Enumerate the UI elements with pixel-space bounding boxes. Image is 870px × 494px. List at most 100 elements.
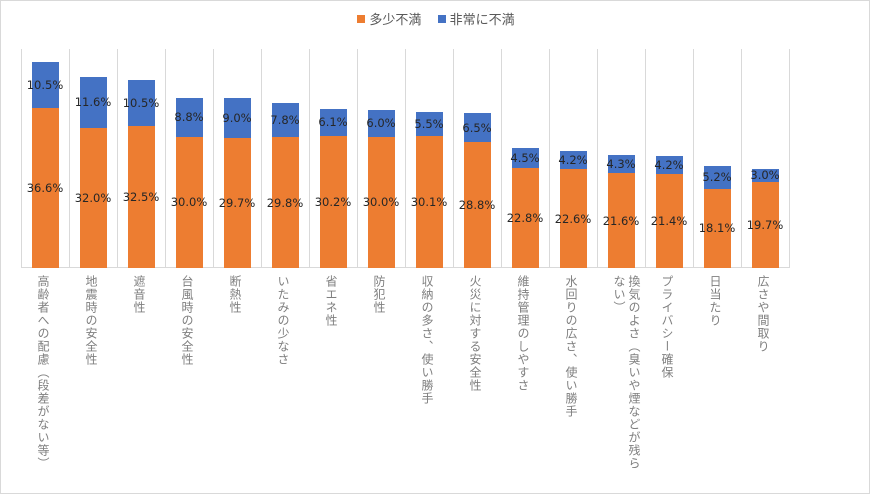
bar-segment-very-dissatisfied bbox=[272, 103, 299, 138]
stacked-bar bbox=[416, 112, 443, 268]
data-label: 21.6% bbox=[602, 213, 640, 228]
gridline bbox=[501, 49, 502, 268]
data-label: 18.1% bbox=[698, 221, 736, 236]
bar-segment-very-dissatisfied bbox=[128, 79, 155, 126]
category-label: 地震時の安全性 bbox=[84, 275, 98, 366]
data-label: 10.5% bbox=[122, 95, 160, 110]
bar-segment-very-dissatisfied bbox=[752, 168, 779, 182]
stacked-bar bbox=[512, 148, 539, 268]
data-label: 19.7% bbox=[746, 217, 784, 232]
stacked-bar bbox=[80, 77, 107, 268]
category-label: 断熱性 bbox=[228, 275, 242, 314]
gridline bbox=[405, 49, 406, 268]
data-label: 4.2% bbox=[654, 158, 684, 173]
stacked-bar bbox=[272, 103, 299, 268]
data-label: 6.1% bbox=[318, 115, 348, 130]
bar-segment-slightly-dissatisfied bbox=[128, 125, 155, 268]
stacked-bar bbox=[704, 165, 731, 268]
legend-swatch-blue-icon bbox=[437, 14, 446, 23]
legend-label: 多少不満 bbox=[369, 13, 422, 28]
data-label: 4.3% bbox=[606, 156, 636, 171]
gridline bbox=[165, 49, 166, 268]
gridline bbox=[453, 49, 454, 268]
bar-segment-slightly-dissatisfied bbox=[176, 136, 203, 268]
legend-swatch-orange-icon bbox=[357, 14, 366, 23]
category-label: 広さや間取り bbox=[756, 275, 770, 353]
gridline bbox=[597, 49, 598, 268]
data-label: 11.6% bbox=[74, 95, 112, 110]
bar-segment-slightly-dissatisfied bbox=[80, 127, 107, 268]
data-label: 28.8% bbox=[458, 197, 496, 212]
stacked-bar bbox=[32, 61, 59, 268]
gridline bbox=[549, 49, 550, 268]
stacked-bar bbox=[656, 155, 683, 268]
bar-segment-very-dissatisfied bbox=[176, 98, 203, 137]
bar-segment-very-dissatisfied bbox=[464, 113, 491, 142]
data-label: 6.5% bbox=[462, 120, 492, 135]
bar-segment-slightly-dissatisfied bbox=[512, 168, 539, 268]
x-axis-line bbox=[21, 267, 789, 268]
gridline bbox=[789, 49, 790, 268]
plot-area: 10.5% 36.6% 11.6% 32.0% 10.5% 32.5% 8.8% 30.0% 9… bbox=[21, 49, 790, 268]
data-label: 21.4% bbox=[650, 214, 688, 229]
data-label: 9.0% bbox=[222, 111, 252, 126]
category-label: 水回りの広さ、使い勝手 bbox=[564, 275, 578, 418]
stacked-bar bbox=[128, 79, 155, 268]
bar-segment-slightly-dissatisfied bbox=[656, 174, 683, 268]
gridline bbox=[69, 49, 70, 268]
gridline bbox=[693, 49, 694, 268]
gridline bbox=[261, 49, 262, 268]
data-label: 30.0% bbox=[170, 195, 208, 210]
gridline bbox=[357, 49, 358, 268]
category-label: プライバシー確保 bbox=[660, 275, 674, 379]
stacked-bar bbox=[320, 109, 347, 268]
stacked-bar bbox=[560, 150, 587, 268]
category-label: 防犯性 bbox=[372, 275, 386, 314]
category-label: 換気のよさ（臭いや煙などが残らない） bbox=[612, 275, 641, 470]
category-label: 収納の多さ、使い勝手 bbox=[420, 275, 434, 405]
legend-item-very-dissatisfied: 非常に不満 bbox=[437, 9, 515, 28]
data-label: 22.6% bbox=[554, 211, 592, 226]
bar-segment-very-dissatisfied bbox=[608, 154, 635, 174]
bar-segment-very-dissatisfied bbox=[320, 109, 347, 136]
bar-segment-very-dissatisfied bbox=[416, 112, 443, 137]
stacked-bar bbox=[752, 168, 779, 268]
stacked-bar bbox=[608, 154, 635, 268]
category-label: 高齢者への配慮（段差がない等） bbox=[36, 275, 50, 470]
stacked-bar bbox=[464, 113, 491, 268]
stacked-bar bbox=[368, 110, 395, 268]
data-label: 29.7% bbox=[218, 195, 256, 210]
data-label: 3.0% bbox=[750, 168, 780, 183]
bar-segment-slightly-dissatisfied bbox=[32, 107, 59, 268]
data-label: 30.0% bbox=[362, 195, 400, 210]
bar-segment-very-dissatisfied bbox=[368, 110, 395, 137]
legend-item-slightly-dissatisfied: 多少不満 bbox=[357, 9, 421, 28]
data-label: 30.2% bbox=[314, 194, 352, 209]
gridline bbox=[741, 49, 742, 268]
data-label: 29.8% bbox=[266, 195, 304, 210]
data-label: 4.5% bbox=[510, 151, 540, 166]
gridline bbox=[213, 49, 214, 268]
data-label: 30.1% bbox=[410, 195, 448, 210]
category-label: 台風時の安全性 bbox=[180, 275, 194, 366]
bar-segment-slightly-dissatisfied bbox=[224, 137, 251, 268]
bar-segment-slightly-dissatisfied bbox=[272, 137, 299, 268]
data-label: 5.2% bbox=[702, 170, 732, 185]
category-label: 日当たり bbox=[708, 275, 722, 327]
data-label: 32.5% bbox=[122, 189, 160, 204]
data-label: 4.2% bbox=[558, 152, 588, 167]
stacked-bar bbox=[176, 98, 203, 268]
bar-segment-very-dissatisfied bbox=[512, 148, 539, 169]
data-label: 6.0% bbox=[366, 116, 396, 131]
bar-segment-very-dissatisfied bbox=[656, 155, 683, 175]
category-label: 火災に対する安全性 bbox=[468, 275, 482, 392]
category-label: 遮音性 bbox=[132, 275, 146, 314]
bar-segment-slightly-dissatisfied bbox=[608, 173, 635, 268]
data-label: 32.0% bbox=[74, 190, 112, 205]
data-label: 36.6% bbox=[26, 180, 64, 195]
legend-label: 非常に不満 bbox=[449, 13, 515, 28]
bar-segment-very-dissatisfied bbox=[704, 165, 731, 189]
bar-segment-slightly-dissatisfied bbox=[320, 135, 347, 268]
stacked-bar bbox=[224, 98, 251, 268]
